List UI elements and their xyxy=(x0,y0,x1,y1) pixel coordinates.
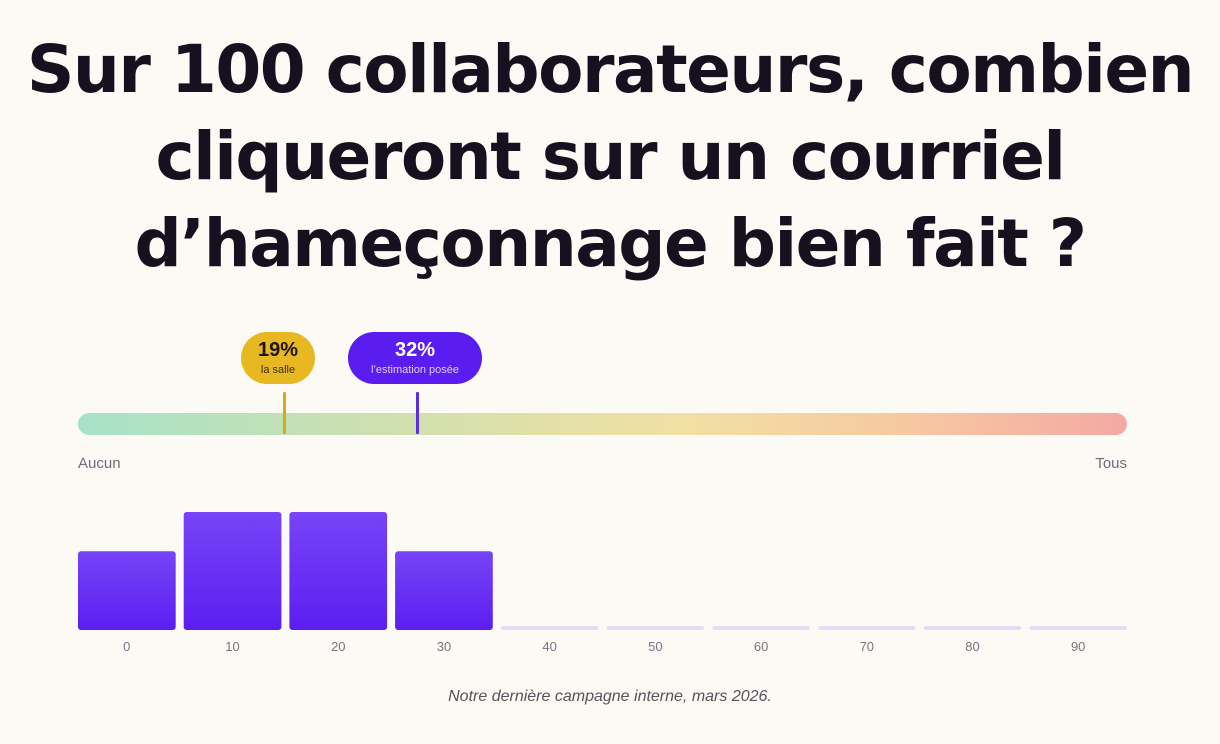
histogram-bar-0 xyxy=(78,551,176,630)
histogram-tick-label: 70 xyxy=(860,639,874,654)
title-line: d’hameçonnage bien fait ? xyxy=(134,205,1087,282)
estimate-label: l’estimation posée xyxy=(370,364,460,376)
histogram-tick-label: 20 xyxy=(331,639,345,654)
histogram-bar-40 xyxy=(500,626,599,630)
histogram-bar-20 xyxy=(289,512,388,630)
histogram-tick-label: 90 xyxy=(1071,639,1085,654)
title-line: cliqueront sur un courriel xyxy=(155,118,1066,195)
response-scale-bar xyxy=(78,413,1127,435)
room-answer-percent: 19% xyxy=(257,339,299,361)
estimate-marker xyxy=(416,392,420,434)
histogram-tick-label: 10 xyxy=(225,639,239,654)
title-line: Sur 100 collaborateurs, combien xyxy=(26,31,1195,108)
histogram-tick-label: 30 xyxy=(437,639,451,654)
room-answer-badge: 19% la salle xyxy=(241,332,315,384)
histogram-tick-label: 60 xyxy=(754,639,768,654)
question-title: Sur 100 collaborateurs, combien cliquero… xyxy=(0,26,1220,287)
histogram-tick-label: 50 xyxy=(648,639,662,654)
estimate-badge: 32% l’estimation posée xyxy=(348,332,482,384)
histogram-bar-10 xyxy=(183,512,282,630)
histogram-bar-90 xyxy=(1029,626,1127,630)
scale-min-label: Aucun xyxy=(78,455,121,472)
room-answer-label: la salle xyxy=(260,364,296,376)
histogram-bar-60 xyxy=(712,626,810,630)
source-caption: Notre dernière campagne interne, mars 20… xyxy=(448,688,772,705)
histogram-bar-30 xyxy=(395,551,493,630)
room-answer-marker xyxy=(282,392,286,434)
histogram-tick-label: 0 xyxy=(123,639,130,654)
answers-histogram: 0 10 20 30 40 50 60 70 80 90 xyxy=(78,512,1127,654)
scale-max-label: Tous xyxy=(1095,455,1127,472)
histogram-tick-label: 80 xyxy=(965,639,979,654)
estimate-percent: 32% xyxy=(394,339,436,361)
histogram-bar-50 xyxy=(606,626,705,630)
histogram-bar-70 xyxy=(817,626,916,630)
histogram-bar-80 xyxy=(923,626,1022,630)
histogram-tick-label: 40 xyxy=(542,639,556,654)
